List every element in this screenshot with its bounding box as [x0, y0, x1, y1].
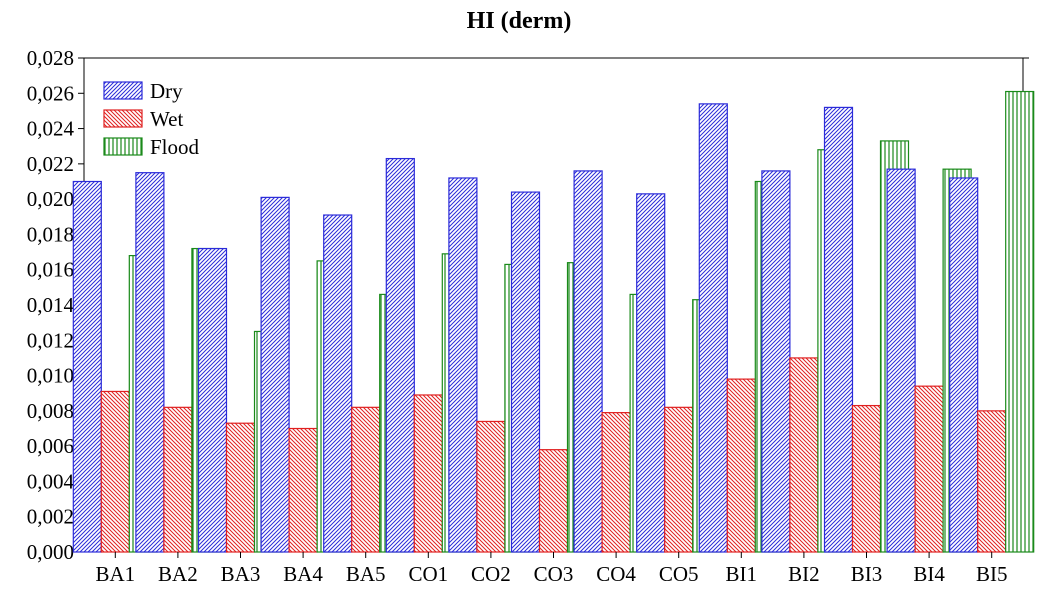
bar-dry-ba4 — [260, 196, 290, 553]
y-tick-label: 0,008 — [27, 399, 74, 423]
y-tick-label: 0,004 — [27, 469, 75, 493]
legend-label-wet: Wet — [150, 107, 183, 131]
bar-wet-bi4 — [914, 385, 944, 553]
bar-dry-co5 — [636, 193, 666, 553]
x-tick-label: BA2 — [158, 562, 198, 586]
y-tick-label: 0,024 — [27, 117, 75, 141]
chart-title: HI (derm) — [466, 8, 572, 34]
y-tick-label: 0,012 — [27, 328, 74, 352]
x-tick-label: BA4 — [283, 562, 323, 586]
x-tick-label: BA1 — [95, 562, 135, 586]
bar-wet-co4 — [601, 412, 631, 553]
y-tick-label: 0,022 — [27, 152, 74, 176]
bar-dry-bi5 — [949, 177, 979, 553]
bar-dry-bi4 — [886, 168, 916, 553]
bar-dry-ba1 — [72, 180, 102, 553]
legend-label-dry: Dry — [150, 79, 183, 103]
bar-dry-co3 — [510, 191, 541, 553]
bar-wet-co2 — [476, 420, 506, 553]
x-tick-label: BA5 — [346, 562, 386, 586]
y-tick-label: 0,020 — [27, 187, 74, 211]
legend-label-flood: Flood — [150, 135, 200, 159]
bar-dry-co2 — [448, 177, 478, 553]
bar-dry-bi1 — [698, 103, 728, 553]
x-tick-label: CO2 — [471, 562, 511, 586]
y-tick-label: 0,014 — [27, 293, 75, 317]
bar-dry-ba2 — [135, 172, 165, 553]
bar-dry-co1 — [385, 157, 415, 553]
x-tick-label: CO3 — [534, 562, 574, 586]
x-tick-label: BI3 — [851, 562, 883, 586]
bar-wet-co5 — [664, 406, 694, 553]
legend-swatch-wet — [103, 109, 143, 128]
bar-dry-bi3 — [823, 106, 854, 553]
y-tick-label: 0,010 — [27, 364, 74, 388]
legend-swatch-flood — [103, 137, 143, 156]
y-tick-label: 0,002 — [27, 505, 74, 529]
bar-wet-ba2 — [163, 406, 193, 553]
y-tick-label: 0,006 — [27, 434, 74, 458]
bar-wet-ba3 — [225, 422, 256, 553]
x-tick-label: BI4 — [913, 562, 945, 586]
x-tick-label: BI2 — [788, 562, 820, 586]
y-tick-label: 0,000 — [27, 540, 74, 564]
y-tick-label: 0,018 — [27, 222, 74, 246]
y-tick-label: 0,016 — [27, 258, 74, 282]
bar-dry-ba3 — [197, 247, 228, 553]
bar-wet-co3 — [538, 449, 569, 553]
bar-wet-ba1 — [100, 390, 130, 553]
bar-wet-bi3 — [851, 404, 882, 553]
bar-wet-bi2 — [789, 357, 819, 553]
bar-dry-bi2 — [761, 170, 791, 553]
bar-wet-bi1 — [726, 378, 756, 553]
x-tick-label: BA3 — [221, 562, 261, 586]
bar-dry-co4 — [573, 170, 603, 553]
x-tick-label: CO4 — [596, 562, 636, 586]
y-tick-label: 0,028 — [27, 46, 74, 70]
x-tick-label: BI5 — [976, 562, 1008, 586]
bar-wet-co1 — [413, 394, 443, 553]
bar-dry-ba5 — [323, 214, 353, 553]
x-tick-label: CO5 — [659, 562, 699, 586]
y-tick-label: 0,026 — [27, 81, 74, 105]
bar-wet-ba4 — [288, 427, 318, 553]
bar-flood-bi5 — [1005, 90, 1035, 553]
legend-swatch-dry — [103, 81, 143, 100]
x-tick-label: CO1 — [408, 562, 448, 586]
bar-wet-bi5 — [977, 410, 1007, 553]
bar-wet-ba5 — [351, 406, 381, 553]
x-tick-label: BI1 — [726, 562, 758, 586]
